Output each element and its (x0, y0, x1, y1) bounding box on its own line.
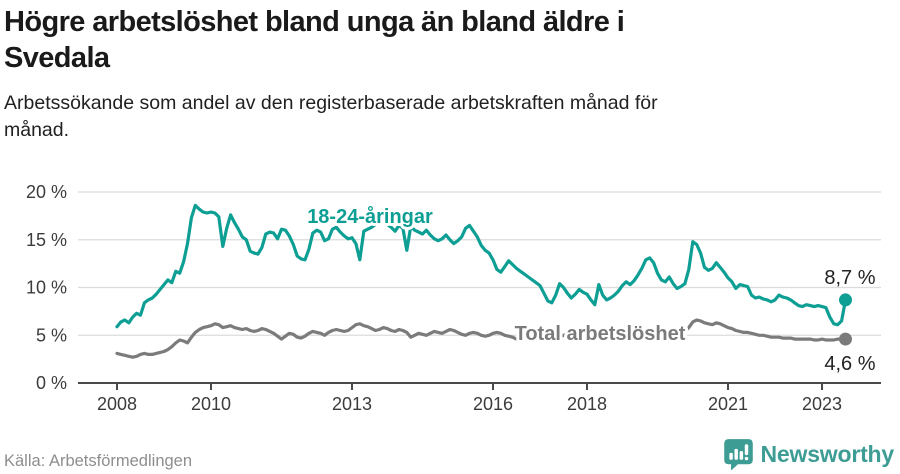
newsworthy-logo[interactable]: Newsworthy (723, 437, 894, 471)
x-tick-label: 2008 (97, 394, 137, 414)
end-dot-total (839, 332, 852, 346)
y-tick-label: 20 % (26, 182, 67, 202)
y-tick-label: 5 % (36, 325, 67, 345)
series-label-youth: 18-24-åringar (307, 205, 433, 228)
newsworthy-icon (723, 439, 753, 470)
end-value-label-youth: 8,7 % (824, 267, 875, 289)
bar-tall (734, 448, 738, 460)
page-subtitle: Arbetssökande som andel av den registerb… (4, 92, 658, 141)
page-title: Högre arbetslöshet bland unga än bland ä… (4, 6, 625, 74)
x-tick-label: 2013 (332, 394, 372, 414)
bar-medium (739, 451, 743, 460)
exclamation-dot (744, 456, 748, 461)
series-line-total (115, 318, 848, 359)
exclamation-stem (744, 444, 748, 456)
x-tick-label: 2016 (473, 394, 513, 414)
x-tick-label: 2021 (708, 394, 748, 414)
x-tick-label: 2018 (567, 394, 607, 414)
y-tick-label: 0 % (36, 373, 67, 393)
source-note: Källa: Arbetsförmedlingen (4, 452, 193, 470)
y-tick-label: 10 % (26, 278, 67, 298)
series-label-total: Total arbetslöshet (515, 323, 686, 345)
speech-bubble-shape (723, 439, 753, 470)
bar-small (728, 452, 733, 460)
x-tick-label: 2010 (191, 394, 231, 414)
newsworthy-wordmark: Newsworthy (760, 440, 895, 467)
y-tick-label: 15 % (26, 230, 67, 250)
series-line-youth (115, 203, 848, 329)
x-tick-label: 2023 (802, 394, 842, 414)
end-value-label-total: 4,6 % (824, 353, 875, 375)
end-dot-youth (839, 293, 852, 307)
